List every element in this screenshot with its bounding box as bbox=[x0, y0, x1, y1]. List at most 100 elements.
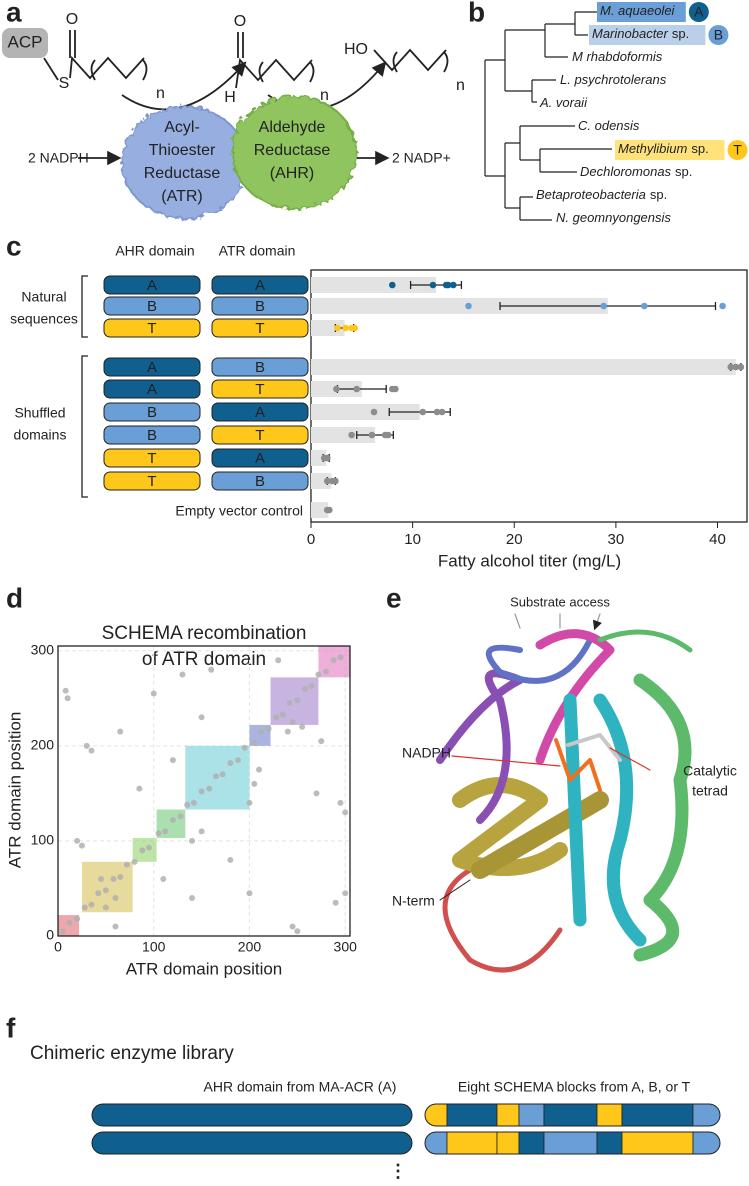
contact-point bbox=[342, 809, 349, 816]
contact-point bbox=[208, 666, 215, 673]
contact-point bbox=[219, 771, 226, 778]
contact-point bbox=[169, 817, 176, 823]
ahr-bar bbox=[91, 1103, 413, 1127]
annotation: Substrate access bbox=[510, 594, 610, 609]
domain-box bbox=[211, 402, 309, 422]
replicate-point bbox=[438, 408, 446, 416]
acp-label: ACP bbox=[8, 32, 43, 51]
contact-point bbox=[265, 725, 272, 732]
leaf-name: Methylibium bbox=[618, 141, 688, 156]
contact-point bbox=[150, 690, 157, 697]
group-label: Natural bbox=[21, 289, 66, 305]
contact-point bbox=[155, 830, 162, 837]
domain-letter: B bbox=[147, 404, 157, 421]
domain-box bbox=[211, 296, 309, 316]
domain-box bbox=[211, 471, 309, 491]
panel-title: SCHEMA recombination bbox=[102, 623, 307, 644]
replicate-point bbox=[353, 385, 361, 393]
leaf-name: N. geomnyongensis bbox=[556, 210, 671, 225]
bar bbox=[311, 320, 345, 336]
x-tick-label: 300 bbox=[334, 939, 358, 955]
contact-point bbox=[179, 671, 186, 678]
contact-point bbox=[198, 828, 205, 835]
atr-label: Acyl- bbox=[164, 119, 200, 136]
replicate-point bbox=[392, 385, 399, 393]
contact-point bbox=[289, 923, 296, 930]
replicate-point bbox=[348, 324, 355, 332]
contact-point bbox=[337, 799, 344, 806]
contact-point bbox=[302, 685, 309, 692]
replicate-point bbox=[334, 324, 341, 332]
contact-point bbox=[88, 901, 95, 908]
domain-letter: A bbox=[147, 359, 157, 376]
contact-point bbox=[112, 894, 119, 901]
contact-point bbox=[273, 714, 280, 721]
leaf-highlight bbox=[597, 2, 686, 22]
group-label: Shuffled bbox=[14, 405, 65, 421]
replicate-point bbox=[325, 506, 333, 514]
contact-point bbox=[64, 695, 71, 702]
domain-letter: A bbox=[147, 277, 157, 294]
domain-box bbox=[103, 357, 201, 377]
leaf-label: M. aquaeolei bbox=[600, 3, 676, 18]
contact-point bbox=[251, 780, 258, 787]
leaf-badge bbox=[708, 25, 729, 45]
domain-box bbox=[211, 275, 309, 295]
ellipsis: ⋮ bbox=[389, 1161, 407, 1181]
contact-point bbox=[59, 928, 66, 935]
group-label: domains bbox=[14, 427, 67, 443]
contact-point bbox=[198, 788, 205, 795]
leaf-badge bbox=[688, 2, 709, 22]
replicate-point bbox=[449, 281, 457, 289]
contact-point bbox=[117, 728, 124, 735]
panel-letter: c bbox=[6, 230, 22, 261]
panel-title: Chimeric enzyme library bbox=[30, 1043, 234, 1064]
panel-title: of ATR domain bbox=[142, 649, 266, 670]
contact-point bbox=[136, 785, 143, 792]
domain-letter: A bbox=[255, 277, 265, 294]
chimera-outline bbox=[424, 1103, 721, 1127]
leaf-badge-letter: A bbox=[694, 4, 704, 20]
hydroxyl-group: HO bbox=[344, 41, 368, 58]
domain-box bbox=[103, 296, 201, 316]
replicate-point bbox=[323, 477, 331, 485]
contact-point bbox=[123, 861, 130, 868]
contact-point bbox=[81, 904, 88, 911]
leaf-suffix: sp. bbox=[672, 26, 689, 41]
schema-segment bbox=[518, 1104, 545, 1126]
contact-point bbox=[286, 700, 293, 707]
schema-segment bbox=[518, 1132, 545, 1154]
replicate-point bbox=[329, 477, 336, 485]
replicate-point bbox=[429, 281, 437, 289]
protein-structure bbox=[436, 613, 693, 973]
leaf-name: M. aquaeolei bbox=[600, 3, 676, 18]
schema-segment bbox=[596, 1132, 623, 1154]
contact-point bbox=[337, 654, 344, 661]
panel-letter: a bbox=[6, 0, 22, 27]
caption: Eight SCHEMA blocks from A, B, or T bbox=[458, 1079, 691, 1095]
leaf-highlight bbox=[615, 140, 725, 160]
leaf-badge-letter: B bbox=[714, 27, 723, 43]
contact-point bbox=[189, 894, 196, 901]
x-tick-label: 0 bbox=[307, 531, 315, 548]
x-tick-label: 200 bbox=[238, 939, 262, 955]
leaf-highlight bbox=[589, 25, 706, 45]
leaf-name: A. voraii bbox=[539, 95, 588, 110]
x-tick-label: 10 bbox=[404, 531, 421, 548]
ahr-label: Reductase bbox=[254, 142, 331, 159]
leaf-label: C. odensis bbox=[578, 118, 640, 133]
contact-point bbox=[184, 801, 191, 808]
x-axis-label: Fatty alcohol titer (mg/L) bbox=[438, 551, 621, 570]
contact-point bbox=[279, 711, 286, 718]
domain-letter: T bbox=[147, 450, 156, 467]
contact-point bbox=[177, 813, 184, 820]
x-tick-label: 20 bbox=[506, 531, 523, 548]
annotation: N-term bbox=[392, 893, 435, 909]
annotation: tetrad bbox=[692, 783, 728, 799]
bar bbox=[311, 277, 437, 293]
annotation: NADPH bbox=[402, 745, 451, 761]
contact-point bbox=[227, 759, 234, 766]
panel-letter: d bbox=[6, 582, 23, 613]
oxygen-atom: O bbox=[234, 13, 246, 30]
contact-point bbox=[189, 837, 196, 844]
